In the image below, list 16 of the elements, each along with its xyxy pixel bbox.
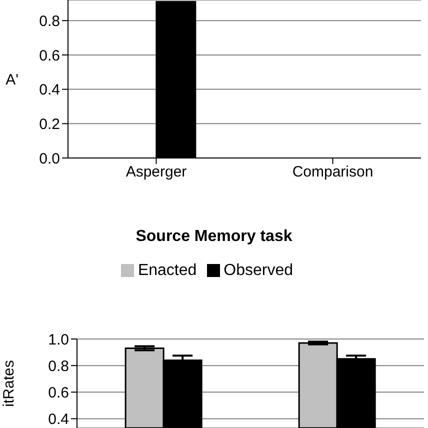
y-tick-label: 0.0 [39,150,60,168]
y-axis-title: A' [6,71,19,88]
y-tick-label: 0.2 [39,116,60,133]
x-tick-label: Comparison [292,164,374,181]
y-axis-title: itRates [0,360,18,407]
y-tick-label: 0.8 [48,358,69,375]
legend-label: Enacted [138,262,197,279]
legend-label: Observed [224,262,294,279]
y-tick-label: 1.0 [48,331,69,348]
chart-title: Source Memory task [134,228,294,246]
y-tick-label: 0.6 [48,384,69,402]
y-tick-label: 0.4 [39,82,60,99]
y-tick-label: 0.8 [39,12,60,30]
x-tick-label: Asperger [126,164,187,181]
y-tick-label: 0.4 [48,411,69,428]
y-tick-label: 0.6 [39,47,60,64]
